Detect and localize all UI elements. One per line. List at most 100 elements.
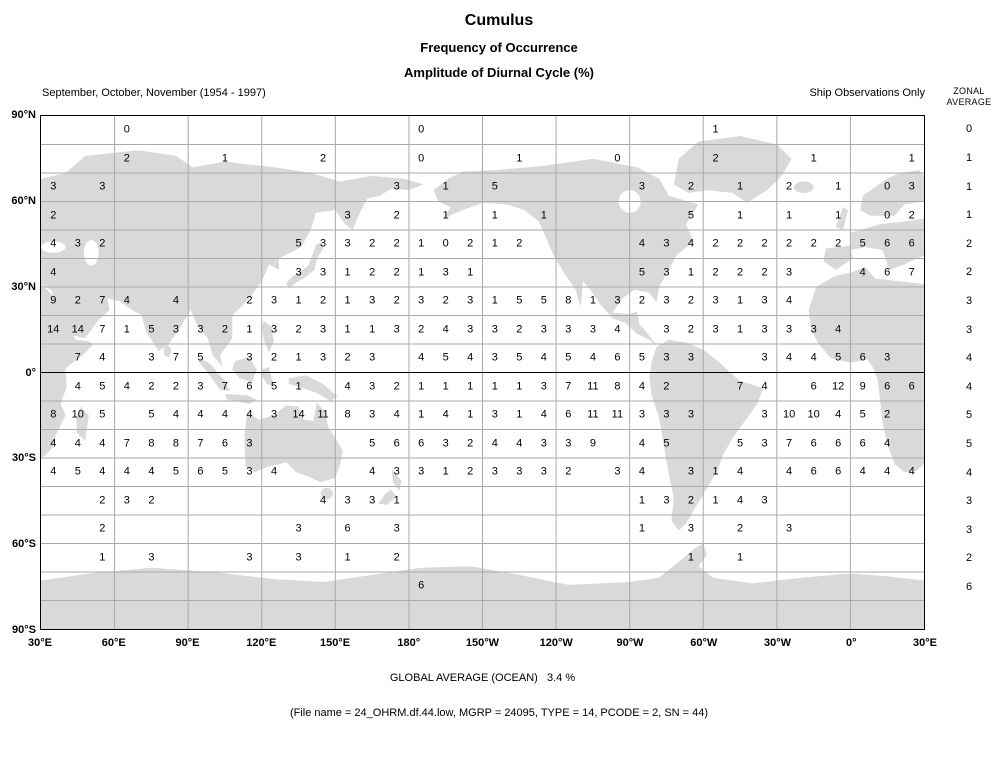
grid-value: 0 (614, 152, 621, 165)
page-title: Cumulus (464, 12, 534, 29)
grid-value: 8 (50, 408, 57, 421)
land-europe (850, 218, 924, 270)
grid-value: 4 (99, 465, 106, 478)
grid-value: 1 (295, 294, 302, 307)
grid-value: 4 (736, 494, 744, 507)
grid-value: 4 (148, 465, 155, 478)
grid-value: 3 (786, 266, 793, 279)
grid-value: 2 (786, 180, 793, 193)
grid-value: 1 (810, 152, 817, 165)
grid-value: 3 (687, 522, 695, 535)
grid-value: 4 (884, 437, 891, 450)
grid-value: 2 (761, 266, 768, 279)
grid-value: 1 (736, 323, 744, 336)
grid-value: 1 (491, 237, 498, 250)
grid-value: 3 (393, 323, 400, 336)
grid-value: 9 (589, 437, 596, 450)
grid-value: 6 (884, 237, 891, 250)
grid-value: 3 (467, 323, 474, 336)
grid-value: 12 (832, 380, 845, 393)
grid-value: 1 (246, 323, 253, 336)
grid-value: 6 (246, 380, 253, 393)
caspian-sea (83, 239, 99, 266)
grid-value: 0 (418, 152, 425, 165)
grid-value: 1 (712, 465, 719, 478)
land-new-zealand-south (378, 489, 397, 506)
grid-value: 14 (292, 408, 305, 421)
grid-value: 4 (270, 465, 278, 478)
grid-value: 3 (786, 323, 793, 336)
grid-value: 3 (172, 323, 179, 336)
zonal-average-value: 5 (965, 438, 973, 451)
grid-value: 3 (369, 380, 376, 393)
grid-value: 1 (516, 380, 523, 393)
grid-value: 0 (884, 209, 891, 222)
zonal-average-value: 1 (965, 180, 973, 193)
lat-tick-label: 90°S (12, 624, 36, 636)
grid-value: 3 (761, 294, 768, 307)
grid-value: 4 (859, 465, 866, 478)
grid-value: 2 (467, 465, 474, 478)
grid-value: 6 (810, 465, 817, 478)
ship-observations-label: Ship Observations Only (809, 87, 925, 99)
grid-value: 2 (369, 266, 376, 279)
land-south-america (649, 339, 764, 531)
grid-value: 1 (736, 294, 744, 307)
grid-value: 4 (835, 323, 842, 336)
grid-value: 4 (393, 408, 400, 421)
grid-value: 5 (148, 408, 155, 421)
lat-tick-label: 60°S (12, 538, 36, 551)
grid-value: 2 (99, 522, 106, 535)
grid-value: 2 (736, 522, 744, 535)
lon-tick-label: 120°E (246, 637, 277, 649)
grid-value: 1 (123, 323, 130, 336)
grid-value: 3 (761, 351, 768, 364)
grid-value: 3 (761, 323, 768, 336)
grid-value: 2 (786, 237, 793, 250)
grid-value: 2 (687, 180, 695, 193)
grid-value: 2 (99, 494, 106, 507)
grid-value: 4 (614, 323, 621, 336)
land-japan (286, 241, 324, 289)
grid-value: 3 (786, 522, 793, 535)
grid-value: 1 (687, 266, 695, 279)
grid-value: 1 (418, 237, 425, 250)
grid-value: 7 (736, 380, 744, 393)
grid-value: 1 (638, 494, 645, 507)
grid-value: 1 (442, 180, 449, 193)
grid-value: 5 (369, 437, 376, 450)
grid-value: 3 (99, 180, 106, 193)
grid-value: 1 (467, 380, 474, 393)
grid-value: 4 (810, 351, 817, 364)
grid-value: 3 (687, 408, 695, 421)
grid-value: 3 (663, 408, 670, 421)
grid-value: 1 (516, 152, 523, 165)
grid-value: 4 (786, 465, 793, 478)
lon-tick-label: 60°W (690, 637, 718, 649)
grid-value: 4 (442, 323, 449, 336)
grid-value: 3 (369, 351, 376, 364)
grid-value: 4 (786, 294, 793, 307)
grid-value: 2 (884, 408, 891, 421)
grid-value: 4 (74, 380, 81, 393)
grid-value: 5 (736, 437, 744, 450)
grid-value: 6 (859, 351, 866, 364)
grid-value: 3 (393, 465, 400, 478)
grid-value: 3 (884, 351, 891, 364)
grid-value: 2 (320, 152, 327, 165)
grid-value: 3 (810, 323, 817, 336)
grid-value: 2 (74, 294, 81, 307)
grid-value: 4 (123, 380, 130, 393)
grid-value: 6 (810, 380, 817, 393)
grid-value: 5 (491, 180, 498, 193)
grid-value: 6 (418, 579, 425, 592)
grid-value: 14 (47, 323, 60, 336)
grid-value: 2 (148, 380, 155, 393)
file-info-label: (File name = 24_OHRM.df.44.low, MGRP = 2… (289, 707, 709, 719)
grid-value: 9 (859, 380, 866, 393)
lat-tick-label: 30°S (12, 452, 36, 465)
land-australia (244, 402, 343, 483)
grid-value: 10 (807, 408, 820, 421)
grid-value: 8 (172, 437, 179, 450)
